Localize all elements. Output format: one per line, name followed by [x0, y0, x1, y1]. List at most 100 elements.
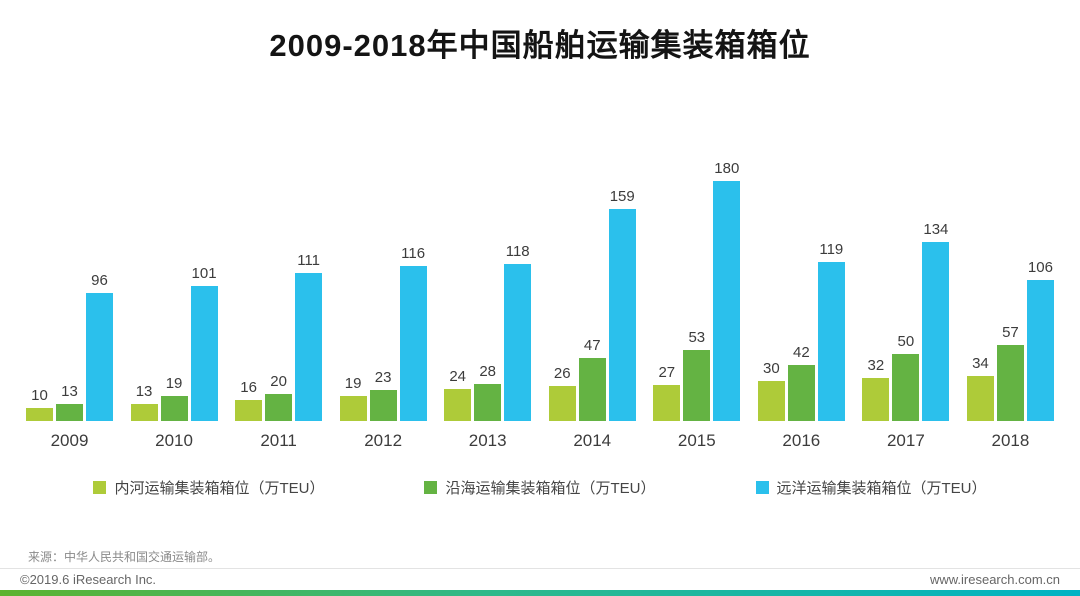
footer: ©2019.6 iResearch Inc. www.iresearch.com… [0, 572, 1080, 587]
bar [56, 404, 83, 421]
bar-cluster: 10 13 96 [26, 141, 113, 421]
bar-with-label: 116 [399, 245, 427, 421]
bar [295, 273, 323, 421]
chart-title: 2009-2018年中国船舶运输集装箱箱位 [269, 28, 811, 63]
bar-with-label: 159 [608, 188, 636, 421]
value-label: 32 [867, 357, 885, 374]
chart-legend: 内河运输集装箱箱位（万TEU） 沿海运输集装箱箱位（万TEU） 远洋运输集装箱箱位（… [0, 477, 1080, 498]
bar-group: 24 28 118 2013 [444, 141, 532, 451]
bar [265, 394, 293, 421]
x-axis-label: 2012 [364, 431, 403, 450]
x-axis-label: 2013 [468, 431, 507, 450]
copyright-text: ©2019.6 iResearch Inc. [20, 572, 157, 587]
x-axis-label: 2015 [677, 431, 716, 450]
bar-with-label: 53 [683, 330, 711, 421]
value-label: 20 [270, 373, 287, 390]
bar [578, 358, 606, 421]
source-note: 来源：中华人民共和国交通运输部。 [28, 550, 221, 564]
legend-item: 内河运输集装箱箱位（万TEU） [93, 477, 324, 498]
bar-with-label: 28 [474, 363, 502, 421]
bar-with-label: 24 [444, 368, 472, 421]
bar-cluster: 27 53 180 [653, 141, 741, 421]
bar-with-label: 30 [757, 361, 785, 421]
bar-with-label: 10 [26, 388, 53, 421]
bar-with-label: 134 [922, 222, 950, 421]
bar [817, 262, 845, 421]
value-label: 47 [583, 337, 601, 354]
value-label: 19 [165, 375, 183, 392]
x-axis-label: 2011 [260, 431, 297, 450]
value-label: 24 [449, 368, 467, 385]
bar [713, 181, 741, 421]
bar [996, 345, 1024, 421]
bar [1026, 280, 1054, 421]
bar [922, 242, 950, 421]
value-label: 96 [91, 272, 108, 289]
x-axis-label: 2017 [886, 431, 925, 450]
bar-with-label: 19 [160, 375, 188, 421]
value-label: 27 [658, 364, 676, 381]
value-label: 118 [505, 243, 530, 260]
bar-with-label: 19 [339, 376, 367, 421]
bar [235, 400, 263, 421]
website-link[interactable]: www.iresearch.com.cn [929, 572, 1060, 587]
value-label: 34 [972, 355, 989, 372]
bar-group: 19 23 116 2012 [339, 141, 427, 451]
bar [190, 286, 218, 421]
bar [653, 385, 681, 421]
bar-with-label: 106 [1026, 260, 1054, 421]
bar-group: 26 47 159 2014 [548, 141, 636, 451]
legend-swatch-icon [93, 481, 107, 494]
value-label: 180 [714, 160, 740, 177]
value-label: 28 [479, 363, 497, 380]
bar-groups: 10 13 96 2009 13 19 101 2010 16 20 111 2011 19 23 116 2… [26, 141, 1054, 451]
bar [683, 350, 711, 421]
value-label: 57 [1002, 324, 1019, 341]
bar-with-label: 180 [713, 160, 741, 421]
bar-with-label: 50 [892, 334, 920, 421]
bar-group: 16 20 111 2011 [235, 141, 323, 451]
legend-swatch-icon [755, 481, 769, 494]
bar [787, 365, 815, 421]
bar-with-label: 57 [996, 324, 1024, 421]
bar [339, 396, 367, 421]
value-label: 13 [135, 383, 153, 400]
bar-cluster: 26 47 159 [548, 141, 636, 421]
bar [160, 396, 188, 421]
bar-cluster: 13 19 101 [130, 141, 218, 421]
bar-with-label: 16 [235, 380, 263, 421]
legend-item: 沿海运输集装箱箱位（万TEU） [424, 477, 656, 498]
bar-with-label: 47 [578, 337, 606, 421]
bar [504, 264, 532, 421]
bar-cluster: 19 23 116 [339, 141, 427, 421]
bar-cluster: 24 28 118 [444, 141, 532, 421]
x-axis-label: 2014 [573, 431, 612, 450]
value-label: 42 [792, 344, 810, 361]
bar-with-label: 13 [130, 383, 158, 421]
legend-label: 内河运输集装箱箱位（万TEU） [114, 480, 325, 497]
value-label: 26 [553, 365, 571, 382]
value-label: 111 [297, 252, 320, 269]
bar-group: 13 19 101 2010 [130, 141, 218, 451]
bar-with-label: 118 [504, 243, 532, 421]
x-axis-label: 2009 [50, 431, 89, 450]
bar [757, 381, 785, 421]
legend-label: 沿海运输集装箱箱位（万TEU） [445, 480, 656, 497]
value-label: 116 [401, 245, 426, 262]
bar-with-label: 32 [862, 357, 890, 421]
bar [862, 378, 890, 421]
bar-cluster: 30 42 119 [757, 141, 845, 421]
bar-group: 30 42 119 2016 [757, 141, 845, 451]
legend-item: 远洋运输集装箱箱位（万TEU） [755, 477, 987, 498]
bar-cluster: 34 57 106 [966, 141, 1054, 421]
bar-with-label: 13 [56, 384, 83, 421]
bar [474, 384, 502, 421]
bar [369, 390, 397, 421]
value-label: 159 [609, 188, 635, 205]
x-axis-label: 2018 [991, 431, 1030, 450]
bar [86, 293, 113, 421]
brand-strip [0, 590, 1080, 596]
legend-swatch-icon [424, 481, 438, 494]
footer-divider [0, 568, 1080, 569]
bar-with-label: 23 [369, 370, 397, 421]
